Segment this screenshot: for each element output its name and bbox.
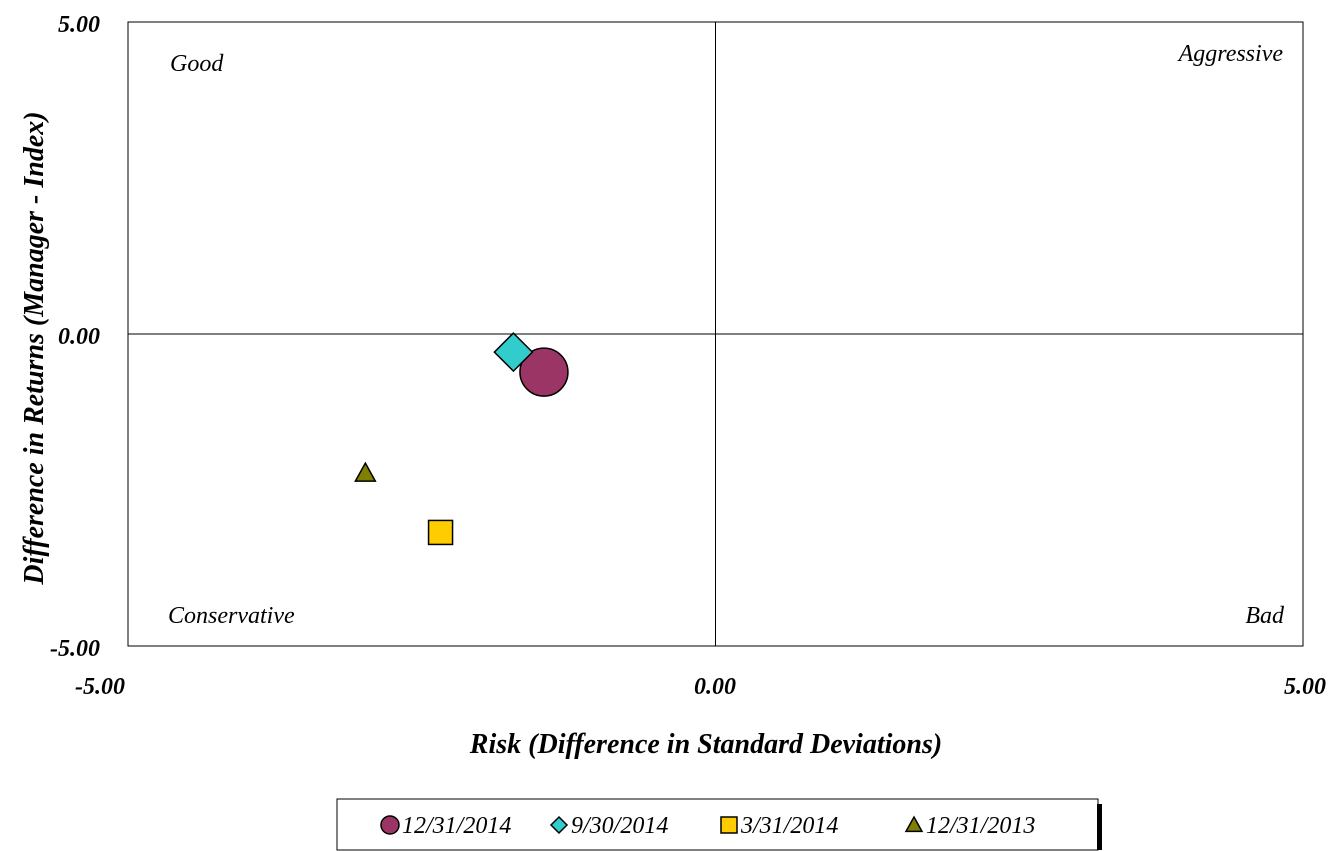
quadrant-label-good: Good	[170, 51, 224, 77]
legend-marker-square	[720, 816, 738, 834]
quadrant-label-conservative: Conservative	[168, 603, 295, 629]
x-tick-label: -5.00	[75, 674, 125, 700]
data-point-circle	[519, 347, 569, 397]
data-point-square	[427, 519, 454, 546]
y-tick-label: 5.00	[58, 12, 100, 38]
y-tick-label: 0.00	[58, 324, 100, 350]
legend-label: 12/31/2014	[402, 813, 511, 839]
legend-marker-diamond	[549, 815, 569, 835]
legend-box	[336, 798, 1099, 851]
legend: 12/31/2014 9/30/2014 3/31/2014 12/31/2013	[336, 798, 1102, 851]
data-point-diamond	[493, 332, 534, 373]
legend-label: 3/31/2014	[740, 813, 838, 839]
quadrant-label-aggressive: Aggressive	[1177, 41, 1284, 67]
legend-marker-circle	[380, 815, 400, 835]
data-markers	[354, 332, 569, 546]
x-axis-title: Risk (Difference in Standard Deviations)	[469, 729, 942, 760]
y-tick-label: -5.00	[50, 636, 100, 662]
legend-label: 9/30/2014	[571, 813, 668, 839]
quadrant-label-bad: Bad	[1245, 603, 1285, 629]
y-axis-title: Difference in Returns (Manager - Index)	[19, 111, 50, 585]
legend-shadow	[1097, 804, 1102, 850]
legend-items: 12/31/2014 9/30/2014 3/31/2014 12/31/2013	[380, 813, 1035, 839]
x-tick-label: 5.00	[1284, 674, 1326, 700]
legend-marker-triangle	[904, 815, 924, 833]
legend-label: 12/31/2013	[926, 813, 1035, 839]
data-point-triangle	[354, 461, 377, 482]
x-tick-label: 0.00	[694, 674, 736, 700]
